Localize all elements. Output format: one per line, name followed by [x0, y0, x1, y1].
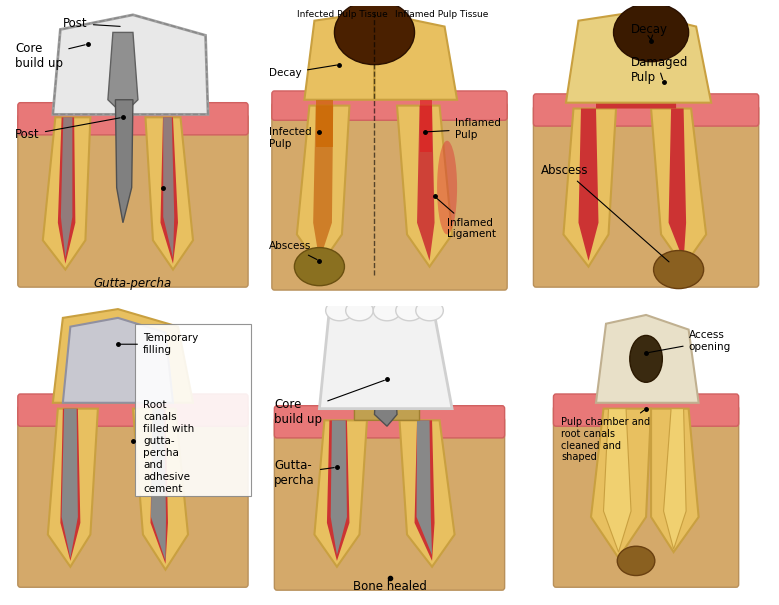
Ellipse shape	[629, 335, 662, 382]
Polygon shape	[596, 315, 699, 403]
Polygon shape	[305, 12, 375, 100]
Text: Decay: Decay	[631, 23, 668, 40]
Polygon shape	[108, 33, 138, 114]
Polygon shape	[146, 117, 193, 270]
Text: Damaged
Pulp: Damaged Pulp	[631, 56, 689, 85]
Polygon shape	[354, 365, 420, 420]
Polygon shape	[651, 408, 699, 552]
Polygon shape	[651, 108, 706, 267]
Ellipse shape	[654, 250, 703, 289]
Ellipse shape	[334, 0, 414, 65]
Polygon shape	[596, 65, 676, 108]
FancyBboxPatch shape	[534, 106, 759, 287]
Text: Bone healed: Bone healed	[353, 580, 426, 592]
FancyBboxPatch shape	[272, 91, 507, 120]
Text: Inflamed
Pulp: Inflamed Pulp	[428, 118, 500, 140]
Polygon shape	[417, 106, 435, 261]
Polygon shape	[60, 408, 80, 561]
Ellipse shape	[346, 300, 373, 321]
FancyBboxPatch shape	[553, 406, 738, 587]
Polygon shape	[566, 12, 711, 103]
Polygon shape	[315, 100, 333, 146]
Text: Post: Post	[63, 17, 120, 30]
Polygon shape	[164, 117, 174, 258]
Polygon shape	[420, 100, 432, 152]
FancyBboxPatch shape	[272, 103, 507, 290]
Polygon shape	[400, 420, 455, 567]
Polygon shape	[414, 420, 435, 561]
Polygon shape	[150, 408, 168, 564]
Polygon shape	[664, 408, 686, 549]
Text: Pulp chamber and
root canals
cleaned and
shaped: Pulp chamber and root canals cleaned and…	[561, 410, 650, 462]
Text: Infected
Pulp: Infected Pulp	[270, 127, 319, 149]
Text: Core
build up: Core build up	[274, 381, 384, 425]
Text: Temporary
filling: Temporary filling	[121, 333, 198, 355]
FancyBboxPatch shape	[18, 394, 248, 426]
Text: Post: Post	[16, 118, 120, 142]
Ellipse shape	[396, 300, 423, 321]
FancyBboxPatch shape	[553, 394, 738, 426]
Text: Access
opening: Access opening	[649, 330, 731, 353]
Polygon shape	[53, 15, 208, 114]
Ellipse shape	[373, 300, 400, 321]
Polygon shape	[313, 106, 333, 261]
Text: Abscess: Abscess	[270, 241, 317, 260]
Polygon shape	[604, 408, 631, 552]
Polygon shape	[53, 309, 193, 403]
Polygon shape	[160, 117, 178, 264]
Text: Infected Pulp Tissue: Infected Pulp Tissue	[297, 10, 388, 19]
Polygon shape	[43, 117, 90, 270]
Polygon shape	[375, 365, 397, 426]
Ellipse shape	[437, 141, 457, 234]
Polygon shape	[330, 420, 347, 555]
Polygon shape	[397, 106, 452, 267]
Text: Gutta-percha: Gutta-percha	[93, 277, 172, 290]
FancyBboxPatch shape	[136, 324, 251, 497]
Text: Root
canals
filled with
gutta-
percha
and
adhesive
cement: Root canals filled with gutta- percha an…	[143, 400, 194, 494]
Polygon shape	[133, 408, 188, 570]
Ellipse shape	[326, 300, 353, 321]
Polygon shape	[375, 12, 457, 100]
Text: Inflamed Pulp Tissue: Inflamed Pulp Tissue	[394, 10, 488, 19]
Polygon shape	[61, 117, 72, 258]
Polygon shape	[48, 408, 98, 567]
FancyBboxPatch shape	[274, 406, 505, 438]
Text: Abscess: Abscess	[541, 163, 669, 262]
Polygon shape	[319, 303, 452, 408]
Polygon shape	[63, 318, 173, 403]
Text: Decay: Decay	[270, 65, 337, 79]
Polygon shape	[417, 420, 432, 555]
Polygon shape	[297, 106, 350, 267]
Polygon shape	[668, 108, 686, 261]
Ellipse shape	[416, 300, 443, 321]
FancyBboxPatch shape	[274, 417, 505, 590]
Polygon shape	[62, 408, 78, 558]
Text: Core
build up: Core build up	[16, 42, 85, 70]
FancyBboxPatch shape	[18, 114, 248, 287]
Ellipse shape	[617, 546, 655, 575]
FancyBboxPatch shape	[534, 94, 759, 126]
Polygon shape	[58, 117, 76, 264]
FancyBboxPatch shape	[18, 406, 248, 587]
FancyBboxPatch shape	[18, 103, 248, 135]
Polygon shape	[327, 420, 350, 561]
Ellipse shape	[294, 247, 344, 286]
Text: Inflamed
Ligament: Inflamed Ligament	[437, 198, 496, 240]
Polygon shape	[151, 408, 166, 561]
Polygon shape	[591, 408, 651, 558]
Polygon shape	[115, 100, 133, 223]
Polygon shape	[579, 108, 598, 261]
Polygon shape	[563, 108, 616, 267]
Text: Gutta-
percha: Gutta- percha	[274, 459, 334, 487]
Ellipse shape	[614, 3, 689, 62]
Polygon shape	[315, 420, 367, 567]
